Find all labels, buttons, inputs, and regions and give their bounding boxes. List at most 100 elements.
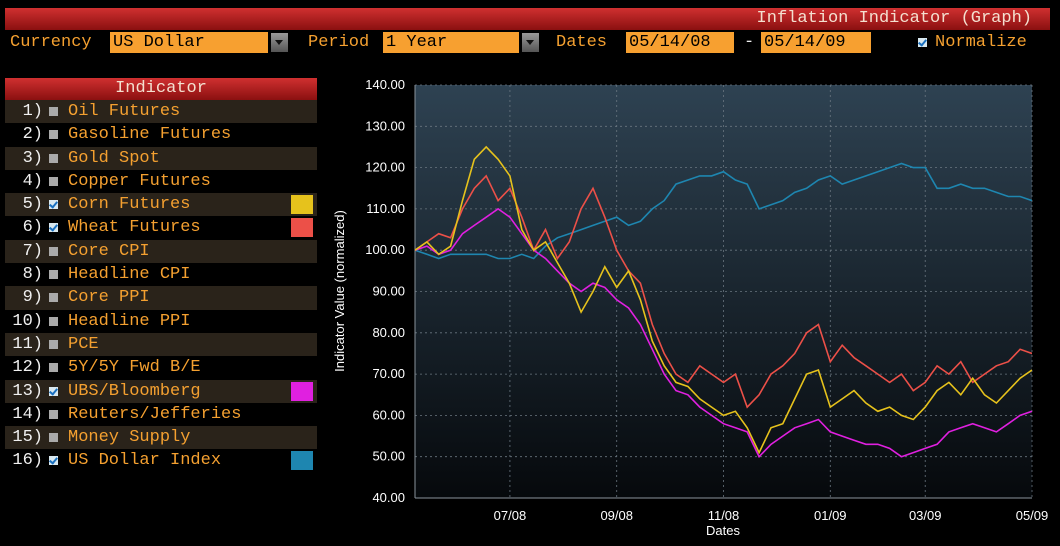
panel-header: Indicator <box>5 78 317 100</box>
indicator-row[interactable]: 14) Reuters/Jefferies <box>5 403 317 426</box>
indicator-row[interactable]: 16) US Dollar Index <box>5 449 317 472</box>
indicator-row[interactable]: 11) PCE <box>5 332 317 357</box>
indicator-row[interactable]: 7) Core CPI <box>5 239 317 264</box>
series-line <box>415 145 1032 455</box>
series-line <box>415 207 1032 459</box>
y-tick-label: 50.00 <box>372 449 405 464</box>
row-label: Headline CPI <box>68 265 191 285</box>
date-separator: - <box>744 33 755 52</box>
row-checkbox[interactable] <box>49 316 58 326</box>
y-tick-label: 130.00 <box>365 118 405 133</box>
dates-label: Dates <box>556 33 608 52</box>
row-checkbox[interactable] <box>49 456 58 466</box>
indicator-row[interactable]: 5) Corn Futures <box>5 193 317 217</box>
row-checkbox[interactable] <box>49 107 58 116</box>
currency-field[interactable]: US Dollar <box>110 32 268 53</box>
indicator-row[interactable]: 8) Headline CPI <box>5 263 317 286</box>
currency-dropdown[interactable] <box>271 33 288 52</box>
row-number: 16) <box>12 451 43 471</box>
row-checkbox[interactable] <box>49 246 58 256</box>
indicator-row[interactable]: 13) UBS/Bloomberg <box>5 379 317 403</box>
row-number: 3) <box>22 148 43 168</box>
x-tick-label: 07/08 <box>494 508 527 523</box>
row-number: 6) <box>22 218 43 238</box>
indicator-row[interactable]: 9) Core PPI <box>5 286 317 310</box>
y-tick-label: 100.00 <box>365 242 405 257</box>
row-label: Gasoline Futures <box>68 125 232 145</box>
y-tick-label: 140.00 <box>365 77 405 92</box>
indicator-list: 1) Oil Futures 2) Gasoline Futures 3) Gold Sp… <box>5 100 317 473</box>
date-from[interactable]: 05/14/08 <box>626 32 734 53</box>
indicator-row[interactable]: 1) Oil Futures <box>5 100 317 124</box>
row-checkbox[interactable] <box>49 223 58 233</box>
period-field[interactable]: 1 Year <box>383 32 519 53</box>
row-label: UBS/Bloomberg <box>68 381 201 401</box>
row-checkbox[interactable] <box>49 293 58 303</box>
row-label: Reuters/Jefferies <box>68 404 242 424</box>
date-to[interactable]: 05/14/09 <box>761 32 871 53</box>
x-tick-label: 01/09 <box>814 508 847 523</box>
row-checkbox[interactable] <box>49 339 58 349</box>
row-number: 9) <box>22 288 43 308</box>
indicator-row[interactable]: 4) Copper Futures <box>5 170 317 193</box>
color-swatch <box>291 195 313 215</box>
indicator-row[interactable]: 12) 5Y/5Y Fwd B/E <box>5 356 317 379</box>
row-checkbox[interactable] <box>49 363 58 373</box>
row-label: Copper Futures <box>68 171 211 191</box>
indicator-row[interactable]: 2) Gasoline Futures <box>5 123 317 146</box>
row-label: Core CPI <box>68 241 150 261</box>
row-label: Headline PPI <box>68 311 191 331</box>
row-checkbox[interactable] <box>49 130 58 140</box>
normalize-checkbox[interactable] <box>918 38 927 47</box>
indicator-panel: Indicator 1) Oil Futures 2) Gasoline Future… <box>5 78 317 473</box>
indicator-row[interactable]: 10) Headline PPI <box>5 310 317 333</box>
row-label: Corn Futures <box>68 195 191 215</box>
y-tick-label: 40.00 <box>372 490 405 505</box>
row-label: Core PPI <box>68 288 150 308</box>
series-line <box>415 162 1032 260</box>
x-axis-title: Dates <box>706 523 740 538</box>
row-number: 14) <box>12 404 43 424</box>
row-label: US Dollar Index <box>68 451 222 471</box>
row-label: Oil Futures <box>68 102 181 121</box>
row-number: 1) <box>22 102 43 121</box>
row-label: PCE <box>68 334 99 354</box>
row-checkbox[interactable] <box>49 433 58 443</box>
row-label: Gold Spot <box>68 148 160 168</box>
x-tick-label: 11/08 <box>708 508 740 523</box>
series-line <box>415 174 1032 409</box>
period-dropdown[interactable] <box>522 33 539 52</box>
indicator-row[interactable]: 3) Gold Spot <box>5 146 317 170</box>
title-bar: Inflation Indicator (Graph) <box>5 8 1050 30</box>
row-checkbox[interactable] <box>49 409 58 419</box>
row-number: 7) <box>22 241 43 261</box>
color-swatch <box>291 381 313 401</box>
row-number: 15) <box>12 428 43 448</box>
row-checkbox[interactable] <box>49 386 58 396</box>
row-label: Wheat Futures <box>68 218 201 238</box>
row-number: 4) <box>22 171 43 191</box>
row-number: 12) <box>12 358 43 378</box>
y-tick-label: 90.00 <box>372 284 405 299</box>
indicator-row[interactable]: 15) Money Supply <box>5 426 317 450</box>
y-tick-label: 120.00 <box>365 160 405 175</box>
row-checkbox[interactable] <box>49 270 58 280</box>
color-swatch <box>291 218 313 238</box>
row-label: Money Supply <box>68 428 191 448</box>
row-number: 8) <box>22 265 43 285</box>
plot-area <box>415 85 1032 498</box>
indicator-row[interactable]: 6) Wheat Futures <box>5 216 317 239</box>
x-tick-label: 03/09 <box>909 508 942 523</box>
y-axis-title: Indicator Value (normalized) <box>332 210 347 372</box>
x-tick-label: 05/09 <box>1016 508 1049 523</box>
y-tick-label: 70.00 <box>372 366 405 381</box>
period-label: Period <box>308 33 370 52</box>
row-checkbox[interactable] <box>49 200 58 210</box>
row-checkbox[interactable] <box>49 176 58 186</box>
x-tick-label: 09/08 <box>600 508 633 523</box>
row-checkbox[interactable] <box>49 153 58 163</box>
row-number: 10) <box>12 311 43 331</box>
window-title: Inflation Indicator (Graph) <box>756 9 1032 28</box>
y-tick-label: 80.00 <box>372 325 405 340</box>
